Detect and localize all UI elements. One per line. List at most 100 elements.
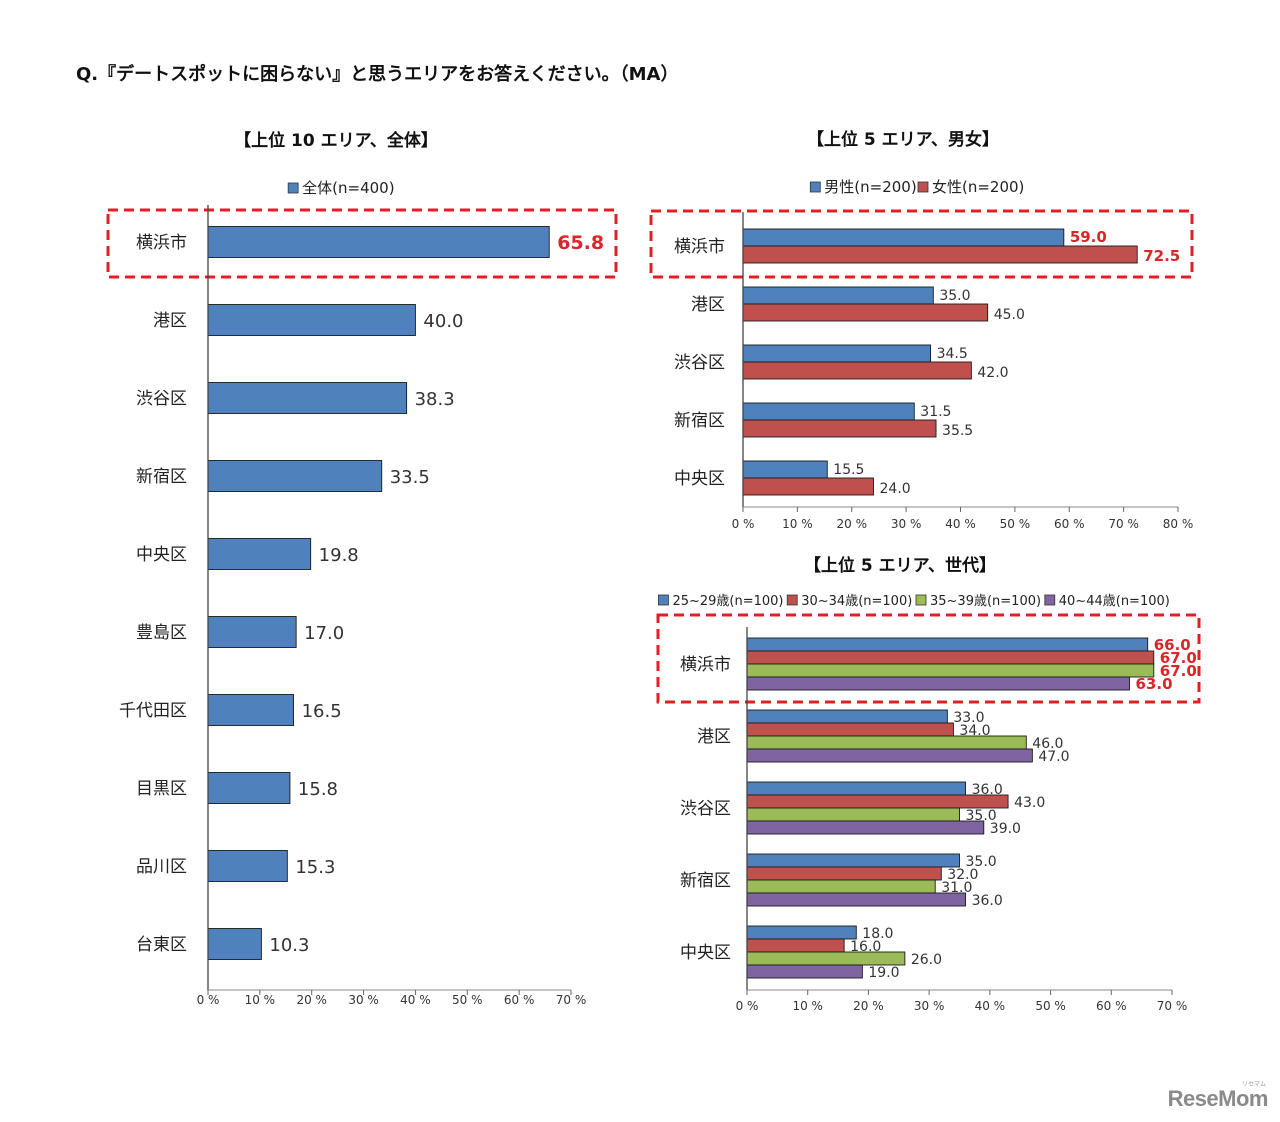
x-tick-label: 50 % xyxy=(1000,517,1031,531)
category-label: 横浜市 xyxy=(680,655,731,675)
data-label: 34.5 xyxy=(937,346,968,362)
bar xyxy=(746,807,960,822)
bar xyxy=(207,616,297,648)
category-group: 豊島区 17.0 xyxy=(136,616,344,648)
bar xyxy=(746,637,1149,652)
chart-title: 【上位 5 エリア、男女】 xyxy=(807,129,999,150)
category-label: 中央区 xyxy=(136,545,187,565)
data-label: 35.0 xyxy=(966,808,997,824)
category-group: 横浜市 65.8 xyxy=(136,226,604,258)
category-label: 千代田区 xyxy=(119,701,187,721)
legend-swatch xyxy=(917,181,929,193)
data-label: 32.0 xyxy=(947,867,978,883)
data-label: 15.8 xyxy=(298,779,338,800)
data-label: 42.0 xyxy=(977,365,1008,381)
data-label: 35.0 xyxy=(966,854,997,870)
data-label: 43.0 xyxy=(1014,795,1045,811)
legend-swatch xyxy=(786,594,798,606)
category-group: 港区 33.034.0 46.047.0 xyxy=(697,709,1070,765)
legend-item: 男性(n=200) xyxy=(809,178,917,196)
data-label: 19.8 xyxy=(319,545,359,566)
logo-kana: リセマム xyxy=(1241,1081,1266,1088)
data-label: 59.0 xyxy=(1070,228,1107,246)
category-group: 渋谷区 34.5 42.0 xyxy=(674,344,1009,381)
bar xyxy=(207,304,416,336)
legend-label: 全体(n=400) xyxy=(302,179,394,197)
category-group: 港区 35.0 45.0 xyxy=(691,286,1025,323)
bar xyxy=(746,650,1155,665)
category-label: 目黒区 xyxy=(136,779,187,799)
bar xyxy=(746,964,863,979)
data-label: 45.0 xyxy=(994,307,1025,323)
legend-label: 女性(n=200) xyxy=(932,178,1024,196)
category-label: 渋谷区 xyxy=(674,353,725,373)
bar xyxy=(746,853,960,868)
chart-title: 【上位 5 エリア、世代】 xyxy=(804,555,996,576)
x-tick-label: 10 % xyxy=(245,993,276,1007)
data-label: 16.0 xyxy=(850,939,881,955)
legend-swatch xyxy=(809,181,821,193)
bar xyxy=(746,748,1033,763)
data-label: 40.0 xyxy=(423,311,463,332)
bar xyxy=(207,694,295,726)
data-label: 33.5 xyxy=(390,467,430,488)
x-tick-label: 70 % xyxy=(1157,999,1188,1013)
bar xyxy=(207,850,288,882)
x-tick-label: 60 % xyxy=(1096,999,1127,1013)
data-label: 10.3 xyxy=(269,935,309,956)
category-label: 港区 xyxy=(697,727,731,747)
bar xyxy=(742,419,937,438)
legend-item: 25~29歳(n=100) xyxy=(658,594,784,609)
x-tick-label: 20 % xyxy=(853,999,884,1013)
data-label: 46.0 xyxy=(1032,736,1063,752)
category-label: 横浜市 xyxy=(136,233,187,253)
legend-swatch xyxy=(1044,594,1056,606)
x-tick-label: 40 % xyxy=(400,993,431,1007)
bar xyxy=(746,866,942,881)
legend-item: 35~39歳(n=100) xyxy=(915,594,1041,609)
data-label: 17.0 xyxy=(304,623,344,644)
category-group: 新宿区 31.5 35.5 xyxy=(674,402,973,439)
data-label: 67.0 xyxy=(1160,662,1197,680)
data-label: 39.0 xyxy=(990,821,1021,837)
x-tick-label: 30 % xyxy=(348,993,379,1007)
category-group: 新宿区 35.032.031.036.0 xyxy=(680,853,1003,909)
x-tick-label: 10 % xyxy=(782,517,813,531)
category-label: 品川区 xyxy=(136,857,187,877)
category-label: 渋谷区 xyxy=(680,799,731,819)
bar xyxy=(746,925,857,940)
data-label: 66.0 xyxy=(1154,636,1191,654)
x-tick-label: 70 % xyxy=(1108,517,1139,531)
bar xyxy=(746,938,845,953)
category-label: 港区 xyxy=(691,295,725,315)
data-label: 26.0 xyxy=(911,952,942,968)
data-label: 38.3 xyxy=(415,389,455,410)
bar xyxy=(742,460,828,479)
category-label: 横浜市 xyxy=(674,237,725,257)
legend-label: 35~39歳(n=100) xyxy=(930,594,1041,609)
bar xyxy=(207,460,383,492)
data-label: 15.3 xyxy=(295,857,335,878)
bar xyxy=(746,676,1130,691)
bar xyxy=(742,402,915,421)
data-label: 16.5 xyxy=(302,701,342,722)
highlight-box xyxy=(656,613,1201,704)
legend-label: 男性(n=200) xyxy=(824,178,916,196)
chart-gender-top5: 【上位 5 エリア、男女】 男性(n=200) 女性(n=200) 横浜市 59.0… xyxy=(649,129,1194,531)
x-tick-label: 0 % xyxy=(197,993,220,1007)
x-tick-label: 30 % xyxy=(914,999,945,1013)
data-label: 19.0 xyxy=(868,965,899,981)
legend-swatch xyxy=(658,594,669,606)
x-tick-label: 80 % xyxy=(1163,517,1194,531)
bar xyxy=(746,709,948,724)
chart-legend: 全体(n=400) xyxy=(287,179,395,197)
data-label: 35.5 xyxy=(942,423,973,439)
bar xyxy=(207,928,262,960)
question-text: Q.『デートスポットに困らない』と思うエリアをお答えください。（MA） xyxy=(76,64,679,85)
category-group: 中央区 18.016.0 26.0 19.0 xyxy=(680,925,942,981)
bar xyxy=(742,245,1138,264)
x-tick-label: 10 % xyxy=(792,999,823,1013)
data-label: 65.8 xyxy=(557,232,604,254)
